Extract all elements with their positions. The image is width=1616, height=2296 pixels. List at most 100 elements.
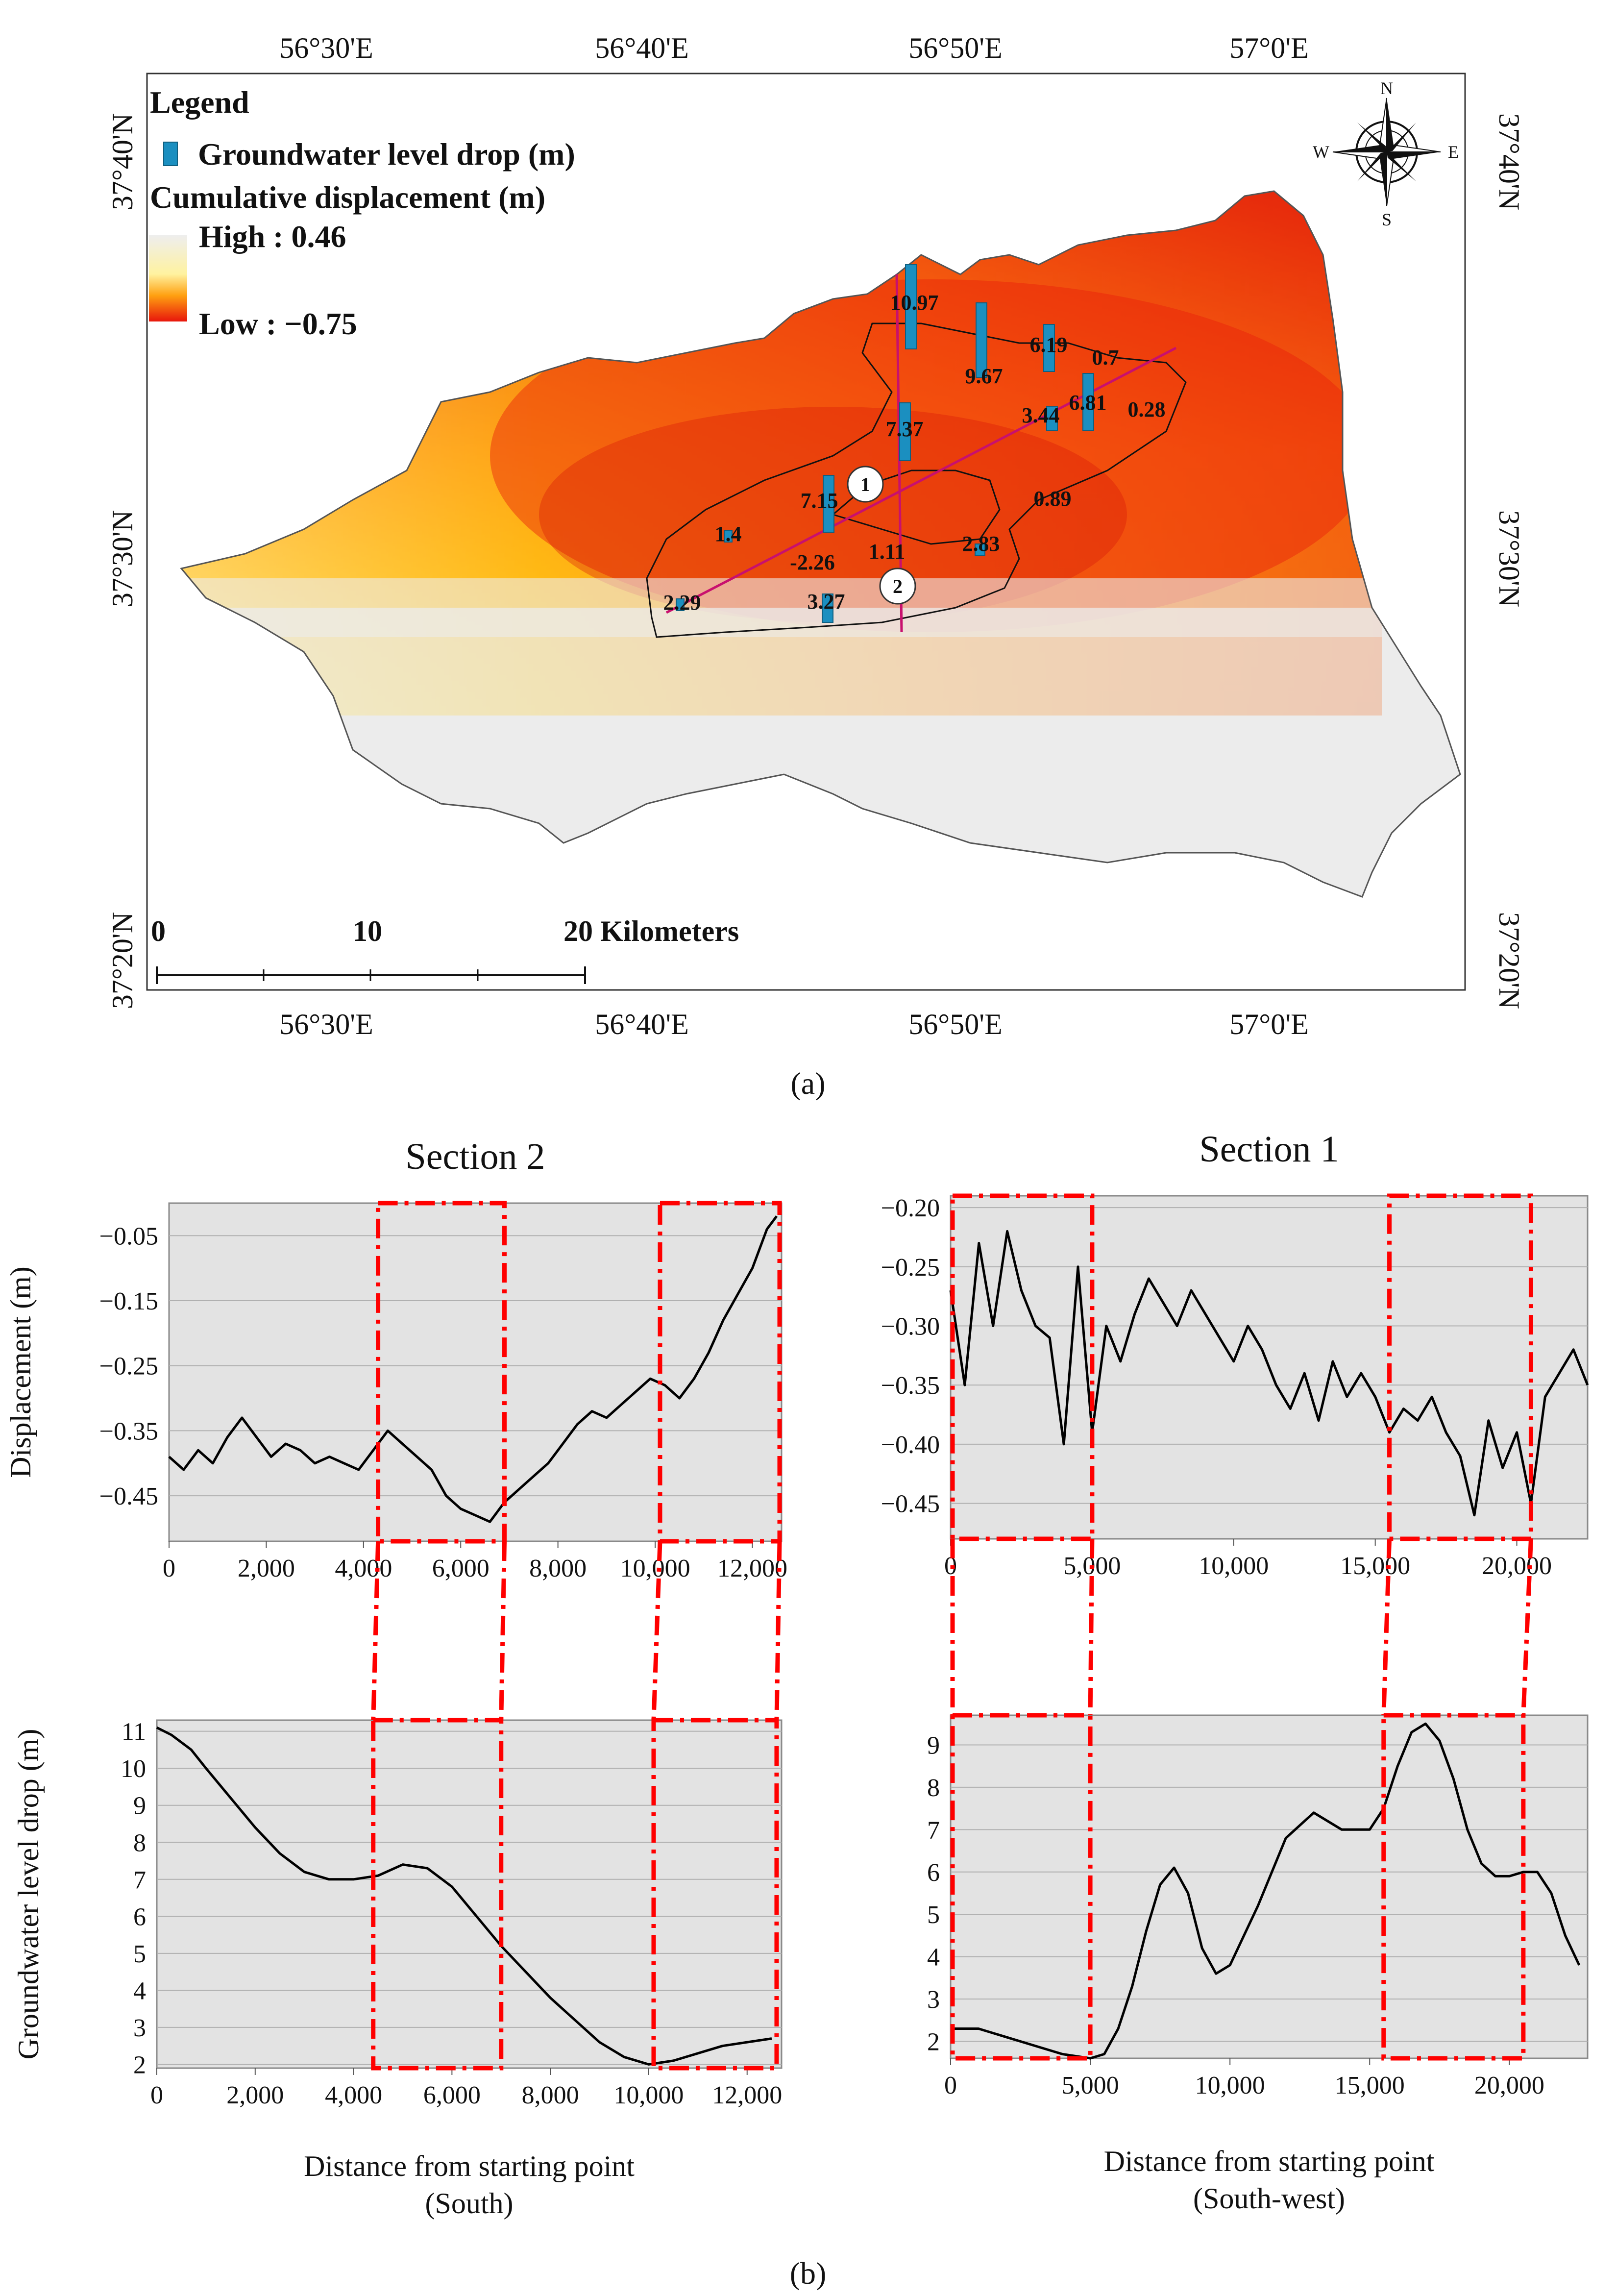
x-tick-label: 6,000	[423, 2081, 481, 2109]
y-axis-label: Displacement (m)	[4, 1266, 37, 1478]
x-tick-label: 5,000	[1062, 2072, 1119, 2099]
well-bar	[676, 598, 685, 611]
highlight-connector	[774, 1541, 782, 1721]
highlight-connector	[499, 1541, 507, 1721]
highlight-range	[371, 1718, 504, 2071]
chart-title: Section 2	[406, 1136, 545, 1177]
x-tick-label: 2,000	[238, 1555, 295, 1582]
plot-area	[950, 1714, 1589, 2059]
well-value: 3.27	[808, 590, 845, 614]
bottom-lon-label: 56°30'E	[279, 1008, 373, 1040]
legend-well-label: Groundwater level drop (m)	[198, 137, 575, 172]
y-tick-label: 9	[927, 1731, 940, 1759]
scale-bar: 0 10 20 Kilometers	[151, 915, 739, 984]
left-lat-label: 37°30'N	[106, 510, 139, 607]
well-value: 2.29	[663, 591, 701, 615]
x-axis-sublabel: (South-west)	[1193, 2182, 1345, 2215]
y-tick-label: 7	[133, 1866, 146, 1894]
y-tick-label: 4	[927, 1944, 940, 1972]
legend-low-label: Low : −0.75	[199, 306, 357, 341]
x-tick-label: 6,000	[432, 1555, 490, 1582]
right-lat-label: 37°20'N	[1493, 912, 1525, 1009]
legend-title: Legend	[150, 85, 249, 120]
section-marker-1: 1	[847, 466, 884, 503]
graticule-labels: 56°30'E 56°40'E 56°50'E 57°0'E 56°30'E 5…	[106, 32, 1525, 1040]
well-bar	[976, 302, 987, 378]
x-tick-label: 15,000	[1340, 1552, 1410, 1580]
x-tick-label: 12,000	[717, 1555, 787, 1582]
x-tick-label: 4,000	[325, 2081, 382, 2109]
subsidence-contour-outer	[646, 322, 1187, 638]
y-tick-label: −0.05	[99, 1222, 158, 1250]
region-boundary	[180, 190, 1461, 898]
well-value: 9.67	[965, 364, 1003, 388]
svg-text:2: 2	[893, 575, 903, 597]
well-bar	[975, 543, 985, 556]
x-axis-label: Distance from starting point	[304, 2150, 635, 2182]
top-lon-label: 57°0'E	[1229, 32, 1308, 64]
top-lon-label: 56°50'E	[908, 32, 1002, 64]
x-tick-label: 20,000	[1482, 1552, 1552, 1580]
left-lat-label: 37°40'N	[106, 113, 139, 210]
y-axis-label: Groundwater level drop (m)	[12, 1729, 45, 2060]
well-value: 6.81	[1069, 391, 1107, 415]
x-axis-sublabel: (South)	[425, 2187, 514, 2220]
map-legend: Legend Groundwater level drop (m) Cumula…	[149, 85, 575, 341]
y-tick-label: −0.45	[881, 1490, 940, 1518]
well-value: 3.44	[1022, 403, 1060, 427]
well-bar	[724, 530, 733, 543]
well-value: 0.28	[1128, 397, 1166, 421]
well-value: 7.37	[886, 417, 924, 441]
series-line	[949, 1230, 1589, 1517]
well-value: -2.26	[790, 550, 835, 574]
y-tick-label: 5	[133, 1940, 146, 1968]
well-bar	[823, 475, 834, 533]
legend-high-label: High : 0.46	[199, 219, 346, 254]
y-tick-label: 4	[133, 1977, 146, 2005]
chart-3: 2 3 4 5 6 7 8 9 10 11 0 2,000 4,000 6,000 8,000 10,000 1…	[12, 1718, 783, 2220]
x-tick-label: 20,000	[1474, 2072, 1544, 2099]
subsidence-contour-inner	[831, 469, 1001, 545]
y-tick-label: 8	[133, 1829, 146, 1857]
section-charts: −0.05 −0.15 −0.25 −0.35 −0.45 0 2,000 4,000 6,00…	[4, 1129, 1589, 2220]
y-tick-label: −0.25	[99, 1353, 158, 1381]
series-line	[951, 1722, 1581, 2060]
scale-label-10: 10	[353, 915, 382, 947]
series-line	[156, 1726, 772, 2066]
y-tick-label: −0.35	[99, 1417, 158, 1445]
map-panel: 10.97 6.19 0.7 9.67 6.81 0.28 3.44 7.37 …	[106, 32, 1525, 1101]
y-tick-label: 10	[121, 1755, 146, 1783]
well-value: 0.7	[1092, 346, 1119, 370]
x-tick-label: 8,000	[529, 1555, 587, 1582]
highlight-connector	[651, 1541, 662, 1721]
x-tick-label: 0	[944, 2072, 957, 2099]
right-lat-label: 37°30'N	[1493, 510, 1525, 607]
highlight-range	[1381, 1713, 1526, 2061]
bottom-lon-label: 56°40'E	[595, 1008, 688, 1040]
well-bar	[1082, 373, 1094, 431]
well-value-labels: 10.97 6.19 0.7 9.67 6.81 0.28 3.44 7.37 …	[663, 291, 1166, 615]
well-value: 2.83	[962, 532, 1000, 556]
y-tick-label: 5	[927, 1901, 940, 1929]
x-tick-label: 8,000	[522, 2081, 579, 2109]
chart-2: −0.20−0.25−0.30−0.35−0.40−0.4505,00010,0…	[881, 1129, 1589, 1580]
highlight-range	[950, 1193, 1095, 1541]
legend-displacement-title: Cumulative displacement (m)	[150, 180, 545, 215]
well-value: 1.11	[869, 540, 906, 564]
y-tick-label: 8	[927, 1774, 940, 1802]
y-tick-label: 3	[133, 2014, 146, 2042]
well-value: 6.19	[1030, 333, 1068, 357]
y-tick-label: −0.20	[881, 1194, 940, 1222]
bottom-lon-label: 57°0'E	[1229, 1008, 1308, 1040]
y-tick-label: −0.25	[881, 1254, 940, 1282]
y-tick-label: 6	[927, 1859, 940, 1887]
y-tick-label: −0.15	[99, 1287, 158, 1315]
north-arrow: N S E W	[1313, 78, 1459, 229]
scale-label-0: 0	[151, 915, 166, 947]
y-tick-label: −0.40	[881, 1431, 940, 1459]
highlight-range	[950, 1713, 1093, 2061]
y-tick-label: −0.45	[99, 1482, 158, 1510]
x-tick-label: 0	[163, 1555, 175, 1582]
y-tick-label: 2	[927, 2028, 940, 2056]
